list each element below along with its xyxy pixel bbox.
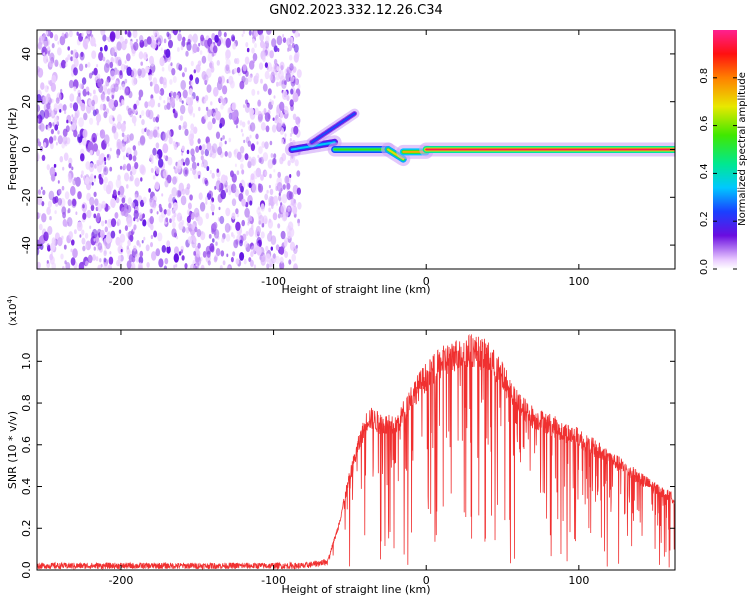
snr-series-line — [37, 333, 675, 570]
y-tick-label: 0.8 — [20, 394, 33, 412]
spectrogram-plot-area — [37, 30, 675, 269]
y-tick-label: 0.0 — [20, 561, 33, 579]
colorbar-tick-label: 0.2 — [699, 211, 710, 227]
colorbar-tick-label: 0.0 — [699, 259, 710, 275]
x-tick-label: 100 — [568, 574, 589, 587]
colorbar-tick-label: 0.4 — [699, 163, 710, 179]
colorbar-ticks: 0.0 0.2 0.4 0.6 0.8 — [699, 68, 737, 275]
chart-title: GN02.2023.332.12.26.C34 — [269, 3, 443, 18]
spectrogram-signal — [284, 108, 675, 167]
y-tick-label: 0 — [20, 146, 33, 153]
spectrogram-x-axis-label: Height of straight line (km) — [281, 283, 430, 296]
snr-x-ticks: -200 -100 0 100 — [108, 330, 589, 587]
y-tick-label: 40 — [20, 47, 33, 61]
y-tick-label: 0.6 — [20, 436, 33, 454]
colorbar-label: Normalized spectral amplitude — [737, 72, 748, 226]
snr-x-axis-label: Height of straight line (km) — [281, 583, 430, 596]
x-tick-label: -200 — [108, 275, 133, 288]
snr-panel: -200 -100 0 100 0.0 0.2 0.4 0.6 0.8 1.0 Height o… — [6, 295, 676, 596]
spectrogram-y-ticks: -40 -20 0 20 40 — [20, 47, 675, 254]
colorbar-tick-label: 0.8 — [699, 68, 710, 84]
x-tick-label: 0 — [423, 574, 430, 587]
x-tick-label: -100 — [261, 574, 286, 587]
spectrogram-x-ticks: -200 -100 0 100 — [108, 30, 589, 288]
signal-segment — [306, 108, 360, 148]
x-tick-label: -100 — [261, 275, 286, 288]
spectrogram-y-axis-label: Frequency (Hz) — [6, 108, 19, 191]
y-tick-label: 20 — [20, 95, 33, 109]
y-tick-label: -20 — [20, 188, 33, 206]
snr-y-axis-label: SNR (10 * v/v) — [6, 411, 19, 489]
colorbar: 0.0 0.2 0.4 0.6 0.8 Normalized spectral ampl… — [699, 30, 748, 275]
snr-y-multiplier-base: (x10 — [8, 303, 19, 326]
y-tick-label: 0.2 — [20, 520, 33, 538]
snr-y-multiplier-exp: 4 — [6, 298, 14, 303]
x-tick-label: 0 — [423, 275, 430, 288]
snr-y-multiplier-close: ) — [8, 295, 19, 299]
x-tick-label: -200 — [108, 574, 133, 587]
snr-frame — [36, 329, 676, 571]
y-tick-label: 1.0 — [20, 353, 33, 371]
snr-y-multiplier: (x104) — [6, 295, 19, 326]
y-tick-label: 0.4 — [20, 478, 33, 496]
snr-y-ticks: 0.0 0.2 0.4 0.6 0.8 1.0 — [20, 353, 675, 579]
y-tick-label: -40 — [20, 236, 33, 254]
snr-plot-area — [37, 333, 675, 570]
x-tick-label: 100 — [568, 275, 589, 288]
colorbar-gradient — [713, 30, 737, 269]
colorbar-tick-label: 0.6 — [699, 116, 710, 132]
spectrogram-noise-region — [37, 30, 302, 269]
